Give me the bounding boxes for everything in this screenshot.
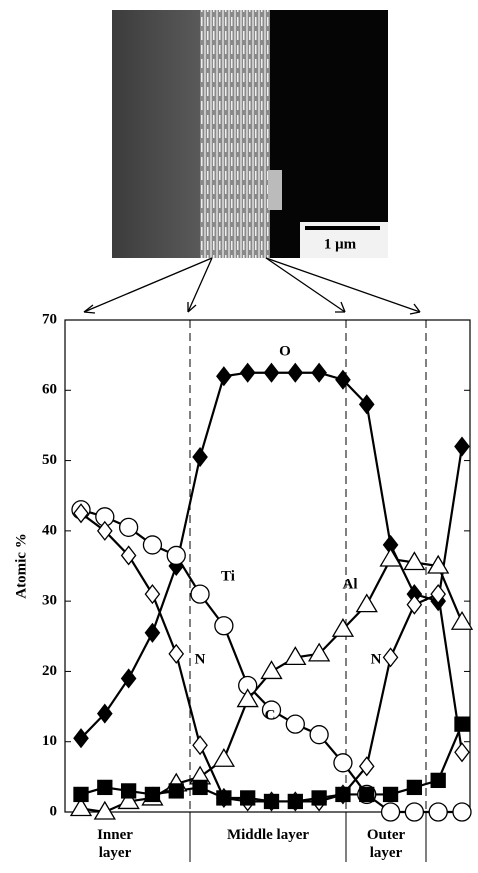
y-tick-label: 30 [42,593,57,609]
marker [288,794,302,808]
marker [431,773,445,787]
marker [193,736,207,754]
scale-bar-label: 1 μm [324,236,357,252]
marker [357,595,377,612]
layer-label: Inner layer [85,826,145,862]
marker [384,648,398,666]
marker [334,754,352,772]
y-tick-label: 50 [42,452,57,468]
layer-label: Outer layer [350,826,422,862]
marker [74,787,88,801]
marker [312,364,326,382]
marker [145,624,159,642]
marker [122,784,136,798]
marker [217,367,231,385]
series-label: O [279,343,291,359]
series-label: N [195,651,206,667]
marker [360,787,374,801]
marker [191,585,209,603]
y-tick-label: 20 [42,663,57,679]
marker [382,803,400,821]
marker [145,787,159,801]
marker [405,803,423,821]
series-label: Al [343,576,358,592]
marker [215,617,233,635]
y-tick-label: 70 [42,311,57,327]
series-line [81,559,462,812]
series-label: N [371,651,382,667]
marker [452,612,472,629]
y-axis-label: Atomic % [13,533,29,598]
marker [143,536,161,554]
marker [120,518,138,536]
series-label: C [265,707,276,723]
marker [407,596,421,614]
marker [453,803,471,821]
marker [312,791,326,805]
marker [265,794,279,808]
marker [288,364,302,382]
marker [262,661,282,678]
marker [217,791,231,805]
y-tick-label: 60 [42,382,57,398]
layer-label: Middle layer [195,826,341,844]
marker [407,780,421,794]
marker [265,364,279,382]
marker [214,749,234,766]
marker [455,717,469,731]
marker [384,787,398,801]
marker [167,546,185,564]
marker [455,743,469,761]
series-line [81,373,462,738]
marker [169,645,183,663]
marker [286,715,304,733]
figure: 1 μm Atomic % 0 10 20 30 40 50 60 70 O Ti Al N N C In… [0,0,478,873]
marker [98,780,112,794]
series-line [81,724,462,801]
marker [310,726,328,744]
chart: 1 μm Atomic % 0 10 20 30 40 50 60 70 O Ti Al N N C [0,0,478,873]
marker [241,791,255,805]
series-line [81,513,462,801]
marker [169,784,183,798]
marker [193,780,207,794]
marker [336,787,350,801]
marker [193,448,207,466]
arrows [84,258,420,314]
marker [429,803,447,821]
marker [241,364,255,382]
marker [455,438,469,456]
series-label: Ti [221,568,235,584]
y-tick-label: 0 [50,803,58,819]
y-tick-label: 10 [42,733,57,749]
y-tick-label: 40 [42,522,57,538]
sem-image [112,10,388,258]
